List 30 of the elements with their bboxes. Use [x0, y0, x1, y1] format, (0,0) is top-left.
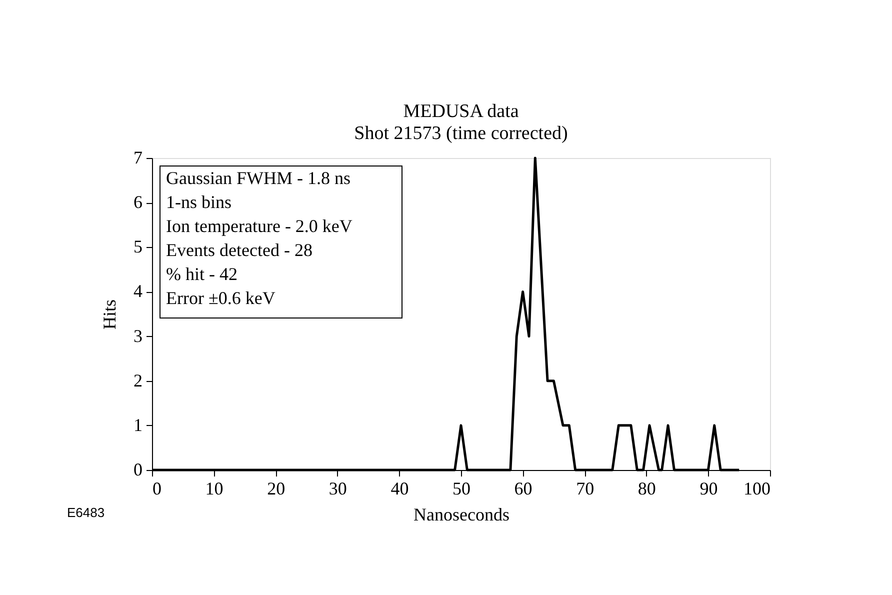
- y-tick-label: 5: [134, 236, 142, 257]
- x-tick-label: 0: [152, 478, 162, 498]
- chart-subtitle: Shot 21573 (time corrected): [354, 123, 568, 144]
- y-tick-label: 7: [134, 148, 142, 168]
- annotation: Ion temperature - 2.0 keV: [166, 216, 352, 236]
- annotation: Gaussian FWHM - 1.8 ns: [166, 168, 350, 188]
- x-tick-label: 60: [514, 478, 532, 498]
- y-tick-label: 2: [134, 370, 142, 390]
- x-tick-label: 30: [328, 478, 347, 498]
- x-tick-label: 80: [638, 478, 656, 498]
- annotation: 1-ns bins: [166, 192, 232, 212]
- y-axis-title: Hits: [100, 299, 120, 330]
- x-tick-label: 10: [205, 478, 224, 498]
- x-tick-label: 90: [700, 478, 718, 498]
- y-tick-label: 3: [134, 326, 142, 346]
- y-tick-label: 1: [134, 414, 142, 435]
- chart-title: MEDUSA data: [403, 101, 520, 122]
- annotation: Error ±0.6 keV: [166, 288, 276, 308]
- y-tick-label: 4: [134, 281, 142, 302]
- annotation: Events detected - 28: [166, 240, 312, 260]
- x-tick-label: 70: [576, 478, 594, 498]
- x-tick-label: 50: [452, 478, 470, 498]
- x-axis-title: Nanoseconds: [414, 504, 510, 524]
- x-tick-label: 20: [267, 478, 286, 498]
- x-tick-label: 40: [390, 478, 409, 498]
- y-tick-label: 0: [134, 460, 142, 480]
- annotation: % hit - 42: [166, 264, 238, 284]
- x-tick-label: 100: [744, 478, 770, 498]
- text: E6483: [67, 505, 105, 520]
- y-tick-label: 6: [134, 192, 142, 212]
